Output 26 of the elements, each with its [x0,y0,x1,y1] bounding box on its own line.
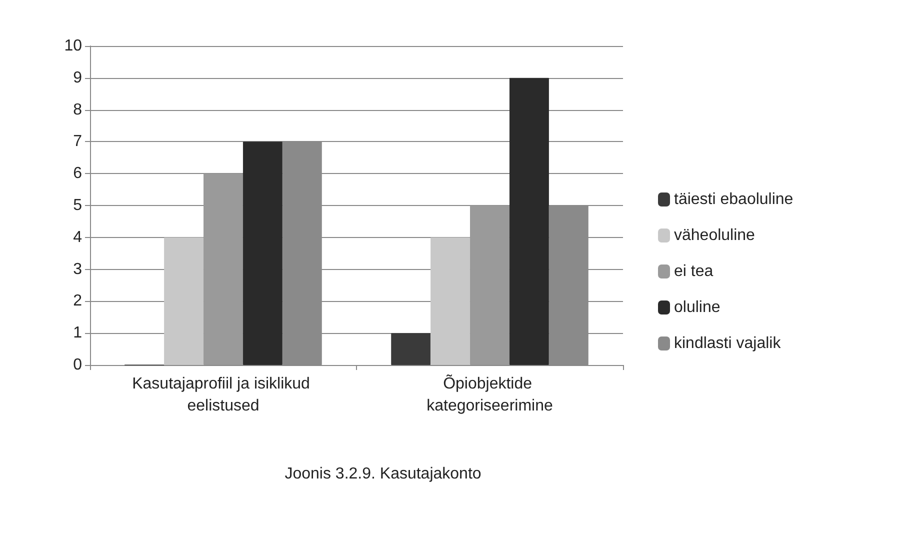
y-tick-label: 9 [73,69,82,86]
legend-label: oluline [674,299,720,316]
x-tick-label: Kasutajaprofiil ja isiklikud eelistused [132,376,314,414]
y-tick-label: 0 [73,356,82,374]
bar [430,237,470,365]
y-tick-label: 2 [73,292,82,310]
legend-label: kindlasti vajalik [674,335,782,352]
y-tick-label: 7 [73,133,82,150]
y-tick-label: 8 [73,101,82,118]
legend-label: täiesti ebaoluline [674,191,794,208]
y-tick-label: 10 [64,38,82,54]
bar [164,237,204,365]
y-tick-label: 3 [73,260,82,278]
bar [391,333,431,365]
y-tick-label: 6 [73,165,82,182]
legend-label: väheoluline [674,227,756,244]
bar [242,142,282,365]
y-tick-label: 1 [73,324,82,342]
y-tick-label: 4 [73,228,82,246]
bar [509,78,549,365]
x-tick-label: Õpiobjektide kategoriseerimine [426,374,553,414]
y-tick-label: 5 [73,197,82,214]
text: Joonis 3.2.9. Kasutajakonto [284,466,482,482]
bar [204,174,243,365]
bar [470,206,510,365]
legend-label: ei tea [674,263,714,280]
